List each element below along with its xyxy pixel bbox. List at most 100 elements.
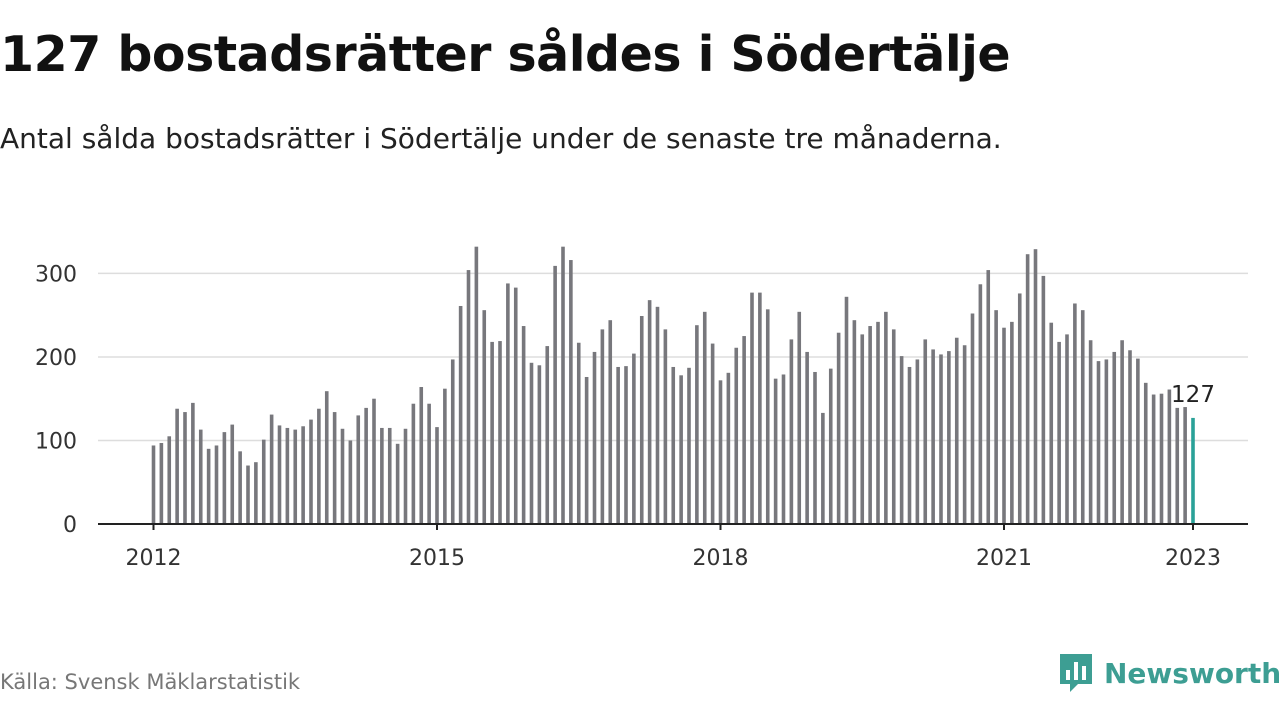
bar	[781, 374, 786, 524]
newsworthy-chart-logo-icon	[1060, 654, 1092, 692]
brand-name: Newsworthy	[1104, 656, 1280, 690]
bar	[159, 442, 164, 524]
bar	[553, 265, 557, 524]
bar	[474, 246, 479, 524]
bar-chart: 0 100 200 300 2012 2015 2018 2021 2023 127	[35, 246, 1248, 571]
bar	[183, 412, 187, 524]
bar-highlight	[1191, 417, 1195, 524]
bar	[954, 337, 959, 524]
bar	[797, 311, 802, 524]
bar	[309, 419, 313, 524]
bar	[726, 372, 731, 524]
source-note: Källa: Svensk Mäklarstatistik	[0, 670, 301, 694]
bar	[962, 345, 967, 524]
bar	[1104, 359, 1109, 524]
bar	[435, 427, 439, 524]
bar	[1112, 351, 1117, 524]
bar	[1073, 303, 1077, 524]
bar	[608, 320, 613, 524]
bar	[805, 351, 809, 524]
bar	[1088, 340, 1093, 524]
bar	[1049, 322, 1054, 524]
bar	[813, 371, 817, 524]
x-tick-label: 2018	[693, 546, 749, 571]
bar	[277, 425, 282, 524]
bar	[828, 368, 833, 524]
bar	[301, 426, 305, 524]
bar	[1167, 389, 1172, 524]
bar	[521, 326, 526, 524]
bar	[151, 445, 156, 524]
bar	[167, 436, 172, 524]
bar	[411, 403, 416, 524]
bar	[1183, 407, 1187, 524]
bar	[702, 311, 707, 524]
bar	[443, 388, 447, 524]
bar	[978, 284, 983, 524]
x-tick-label: 2021	[976, 546, 1032, 571]
bar	[387, 427, 392, 524]
bar	[899, 356, 904, 524]
bar	[844, 296, 849, 524]
bar	[639, 316, 644, 524]
bar	[891, 329, 896, 524]
bar	[773, 378, 778, 524]
bar	[466, 270, 471, 524]
bar	[498, 341, 502, 524]
bar	[198, 429, 203, 524]
bar	[246, 465, 250, 524]
bar	[632, 353, 636, 524]
bar	[734, 347, 739, 524]
bar	[671, 366, 676, 524]
bar	[222, 432, 227, 524]
bar	[907, 366, 912, 524]
bar	[624, 366, 628, 524]
bar	[537, 365, 542, 524]
bar	[1136, 358, 1140, 524]
bar	[947, 351, 951, 524]
bar	[695, 325, 699, 524]
bar	[915, 359, 920, 524]
bar	[1120, 340, 1124, 524]
bar	[450, 359, 455, 524]
bar	[230, 424, 235, 524]
bar	[679, 375, 683, 524]
bar	[293, 429, 298, 524]
bar	[718, 380, 723, 524]
bar	[1065, 334, 1069, 524]
bar	[710, 343, 715, 524]
chart-title: 127 bostadsrätter såldes i Södertälje	[0, 26, 1011, 83]
bar	[789, 339, 794, 524]
bar	[380, 427, 384, 524]
bar	[206, 448, 211, 524]
bar	[1128, 350, 1132, 524]
bar	[191, 402, 195, 524]
bar	[1151, 394, 1156, 524]
newsworthy-logo: Newsworthy	[1058, 652, 1280, 694]
bar	[1041, 275, 1046, 524]
bar	[931, 349, 935, 524]
bar	[324, 391, 329, 524]
bar	[1175, 407, 1180, 524]
x-tick-label: 2012	[126, 546, 182, 571]
bar	[285, 427, 290, 524]
bar	[490, 341, 494, 524]
bar	[1017, 293, 1022, 524]
x-tick-label: 2015	[409, 546, 465, 571]
bar	[529, 362, 534, 524]
y-tick-label: 100	[35, 429, 77, 454]
bar	[852, 320, 857, 524]
bar	[884, 311, 888, 524]
bar	[1002, 327, 1006, 524]
bar	[506, 283, 510, 524]
bar	[372, 398, 376, 524]
bar	[254, 462, 258, 524]
bar	[1080, 310, 1085, 524]
bar	[561, 246, 565, 524]
bar	[1159, 393, 1164, 524]
bar	[986, 270, 991, 524]
bar	[1143, 382, 1148, 524]
last-value-label: 127	[1171, 382, 1215, 408]
bar	[403, 428, 408, 524]
bar	[758, 292, 762, 524]
